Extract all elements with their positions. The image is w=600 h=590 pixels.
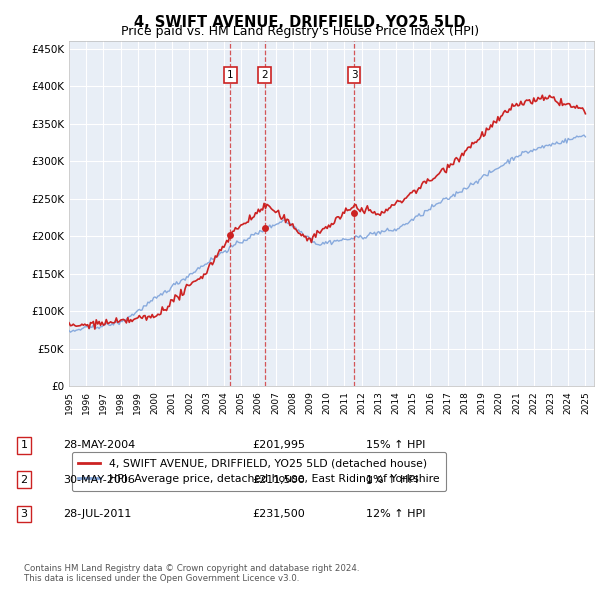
Text: Contains HM Land Registry data © Crown copyright and database right 2024.
This d: Contains HM Land Registry data © Crown c…	[24, 563, 359, 583]
Text: 2: 2	[20, 475, 28, 484]
Legend: 4, SWIFT AVENUE, DRIFFIELD, YO25 5LD (detached house), HPI: Average price, detac: 4, SWIFT AVENUE, DRIFFIELD, YO25 5LD (de…	[72, 453, 446, 491]
Text: Price paid vs. HM Land Registry's House Price Index (HPI): Price paid vs. HM Land Registry's House …	[121, 25, 479, 38]
Text: 28-JUL-2011: 28-JUL-2011	[63, 509, 131, 519]
Text: 4, SWIFT AVENUE, DRIFFIELD, YO25 5LD: 4, SWIFT AVENUE, DRIFFIELD, YO25 5LD	[134, 15, 466, 30]
Text: £231,500: £231,500	[252, 509, 305, 519]
Text: 12% ↑ HPI: 12% ↑ HPI	[366, 509, 425, 519]
Text: 2: 2	[262, 70, 268, 80]
Text: 1% ↑ HPI: 1% ↑ HPI	[366, 475, 418, 484]
Text: 3: 3	[351, 70, 358, 80]
Text: £211,500: £211,500	[252, 475, 305, 484]
Text: 1: 1	[20, 441, 28, 450]
Text: 30-MAY-2006: 30-MAY-2006	[63, 475, 135, 484]
Text: 3: 3	[20, 509, 28, 519]
Text: £201,995: £201,995	[252, 441, 305, 450]
Text: 28-MAY-2004: 28-MAY-2004	[63, 441, 135, 450]
Text: 15% ↑ HPI: 15% ↑ HPI	[366, 441, 425, 450]
Text: 1: 1	[227, 70, 233, 80]
